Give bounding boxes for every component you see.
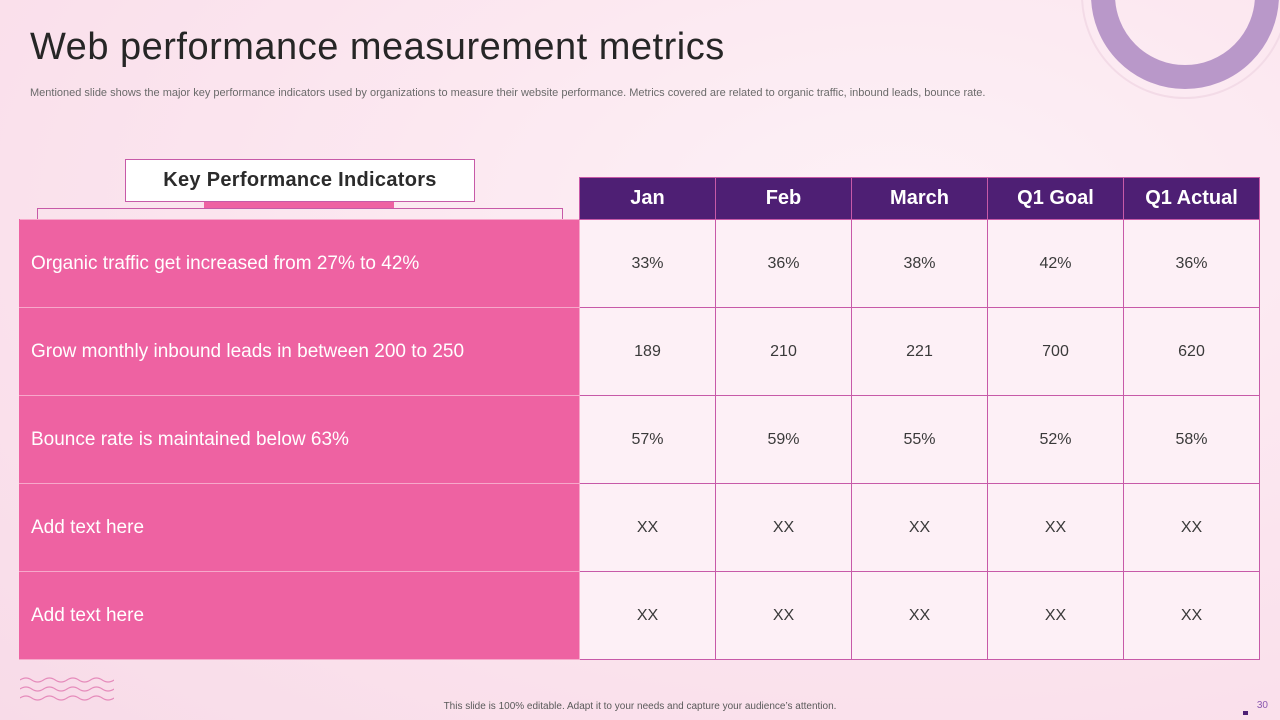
- page-number: 30: [1256, 700, 1268, 711]
- table-cell: 36%: [715, 219, 852, 308]
- table-cell: 57%: [579, 395, 716, 484]
- table-cell: 36%: [1123, 219, 1260, 308]
- row-label: Organic traffic get increased from 27% t…: [19, 219, 580, 308]
- slide-subtitle: Mentioned slide shows the major key perf…: [30, 87, 986, 99]
- column-header: Q1 Actual: [1123, 177, 1260, 220]
- column-header: Feb: [715, 177, 852, 220]
- table-row: Bounce rate is maintained below 63% 57% …: [19, 395, 1260, 484]
- table-cell: XX: [579, 483, 716, 572]
- table-cell: 52%: [987, 395, 1124, 484]
- table-cell: XX: [715, 571, 852, 660]
- table-cell: 33%: [579, 219, 716, 308]
- table-row: Add text here XX XX XX XX XX: [19, 483, 1260, 572]
- row-label: Bounce rate is maintained below 63%: [19, 395, 580, 484]
- column-header: March: [851, 177, 988, 220]
- table-cell: 42%: [987, 219, 1124, 308]
- table-cell: 620: [1123, 307, 1260, 396]
- table-row: Organic traffic get increased from 27% t…: [19, 219, 1260, 308]
- table-cell: XX: [987, 483, 1124, 572]
- table-row: Grow monthly inbound leads in between 20…: [19, 307, 1260, 396]
- wave-decoration: [20, 677, 114, 701]
- table-cell: 55%: [851, 395, 988, 484]
- table-cell: XX: [1123, 571, 1260, 660]
- table-cell: 58%: [1123, 395, 1260, 484]
- corner-ring-decoration: [1081, 0, 1280, 99]
- kpi-header-box: Key Performance Indicators: [125, 159, 475, 202]
- table-cell: 210: [715, 307, 852, 396]
- column-header: Q1 Goal: [987, 177, 1124, 220]
- page-marker: [1243, 711, 1248, 715]
- table-cell: 700: [987, 307, 1124, 396]
- table-cell: 221: [851, 307, 988, 396]
- table-cell: 189: [579, 307, 716, 396]
- table-row: Add text here XX XX XX XX XX: [19, 571, 1260, 660]
- table-cell: XX: [715, 483, 852, 572]
- table-header-row: Jan Feb March Q1 Goal Q1 Actual: [20, 177, 1260, 220]
- table-cell: XX: [851, 483, 988, 572]
- slide-title: Web performance measurement metrics: [30, 26, 725, 68]
- kpi-accent-bar: [204, 202, 394, 208]
- table-cell: 38%: [851, 219, 988, 308]
- row-label: Grow monthly inbound leads in between 20…: [19, 307, 580, 396]
- row-label: Add text here: [19, 571, 580, 660]
- table-cell: 59%: [715, 395, 852, 484]
- kpi-bracket-line: [37, 208, 563, 220]
- table-cell: XX: [579, 571, 716, 660]
- footer-note: This slide is 100% editable. Adapt it to…: [443, 701, 837, 712]
- column-header: Jan: [579, 177, 716, 220]
- table-cell: XX: [851, 571, 988, 660]
- row-label: Add text here: [19, 483, 580, 572]
- kpi-table: Jan Feb March Q1 Goal Q1 Actual Organic …: [19, 177, 1260, 660]
- table-cell: XX: [1123, 483, 1260, 572]
- table-cell: XX: [987, 571, 1124, 660]
